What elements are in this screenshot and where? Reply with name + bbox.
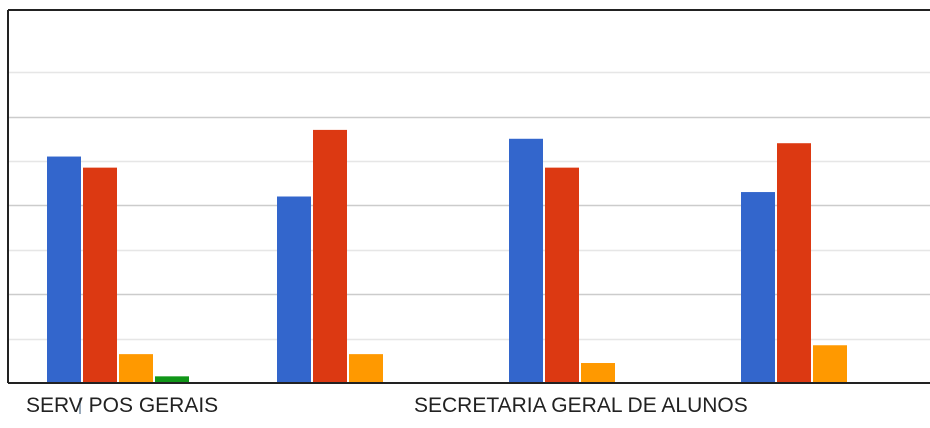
bar	[119, 354, 153, 383]
bar	[277, 196, 311, 383]
bar	[313, 129, 347, 383]
chart-frame-lines	[7, 9, 930, 414]
bar	[155, 376, 189, 383]
gridlines	[8, 71, 930, 341]
bars	[47, 129, 847, 383]
bar	[741, 192, 775, 383]
bar	[581, 363, 615, 383]
category-label: SERV POS GERAIS	[26, 394, 218, 417]
category-label: SECRETARIA GERAL DE ALUNOS	[414, 394, 748, 417]
bar	[83, 167, 117, 383]
bar	[509, 138, 543, 383]
category-labels: SERV POS GERAIS SECRETARIA GERAL DE ALUNO…	[26, 394, 748, 417]
bar	[813, 345, 847, 383]
bar	[47, 156, 81, 383]
bar	[545, 167, 579, 383]
bar	[349, 354, 383, 383]
bar	[777, 143, 811, 383]
